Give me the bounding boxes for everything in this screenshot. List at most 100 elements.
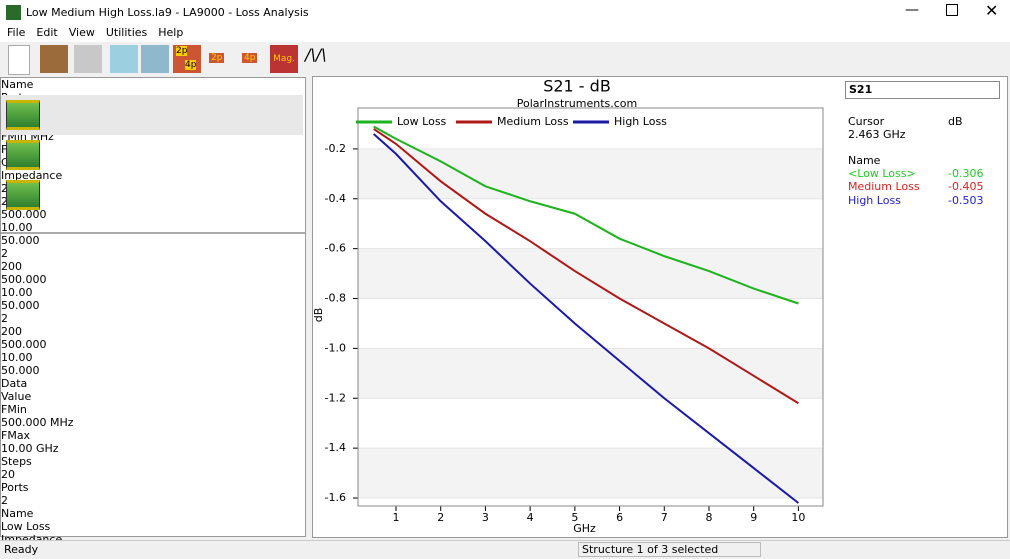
table-cell: 500.000 [1, 208, 47, 221]
table-cell: 50.000 [1, 234, 40, 247]
save-button[interactable] [74, 45, 102, 73]
y-tick-label: -1.2 [325, 391, 346, 404]
menu-item[interactable]: File [7, 26, 26, 39]
cursor-name: Medium Loss [848, 180, 920, 194]
y-tick-label: -0.6 [325, 242, 346, 255]
table-cell: 20 [1, 468, 15, 481]
menu-item[interactable]: Edit [36, 26, 58, 39]
menu-item[interactable]: Utilities [105, 26, 148, 39]
table-cell: Steps [1, 455, 32, 468]
button-label: 4p [242, 53, 258, 63]
settings-button[interactable] [141, 45, 169, 73]
y-axis-label: dB [313, 308, 325, 323]
grid-band [358, 448, 823, 499]
structure-icon [6, 180, 40, 210]
x-axis-label: GHz [573, 522, 596, 535]
status-text: Structure 1 of 3 selected [578, 542, 761, 557]
title-bar: Low Medium High Loss.la9 - LA9000 - Loss… [0, 0, 1010, 26]
table-cell: 200 [1, 325, 22, 338]
button-label: Mag. [273, 54, 295, 64]
2p4p-button[interactable]: 2p 4p [173, 45, 201, 73]
table-cell: FMax [1, 429, 31, 442]
column-header[interactable]: Data [1, 377, 28, 390]
structure-icon [6, 100, 40, 130]
cursor-name: <Low Loss> [848, 167, 916, 180]
4p-button[interactable]: 4p [238, 45, 266, 73]
series-line [373, 125, 799, 305]
y-tick-label: -0.8 [325, 292, 346, 305]
menu-item[interactable]: Help [158, 26, 184, 39]
app-icon [6, 5, 21, 20]
2p-button[interactable]: 2p [206, 45, 234, 73]
chart-subtitle: PolarInstruments.com [517, 97, 638, 110]
table-cell: 200 [1, 195, 305, 208]
column-header[interactable]: Value [1, 390, 32, 403]
new-button[interactable] [8, 45, 30, 75]
table-cell: 500.000 [1, 338, 47, 351]
table-cell: Low Loss [1, 520, 51, 533]
minimize-button[interactable]: — [905, 2, 919, 18]
y-tick-label: -0.4 [325, 192, 346, 205]
chart-title: S21 - dB [543, 77, 611, 96]
table-cell: 2 [1, 182, 8, 195]
table-cell: 200 [1, 260, 22, 273]
x-tick-label: 7 [661, 511, 668, 524]
mag-button[interactable]: Mag. [270, 45, 298, 73]
status-text: Ready [4, 543, 39, 556]
table-cell: 2 [1, 312, 8, 325]
column-header[interactable]: Name [1, 78, 34, 91]
x-tick-label: 9 [750, 511, 757, 524]
cursor-value: -0.405 [948, 180, 984, 194]
grid-band [358, 148, 823, 199]
x-tick-label: 6 [616, 511, 623, 524]
tool-button[interactable] [110, 45, 138, 73]
cursor-value: -0.503 [948, 193, 984, 207]
button-label: 2p [176, 46, 188, 56]
legend-label: High Loss [614, 115, 667, 128]
cursor-value: -0.306 [948, 167, 984, 180]
series-line [372, 133, 800, 504]
cursor-panel: S21 Cursor dB 2.463 GHz Name <Low Loss> -0.306… [845, 81, 1003, 221]
table-cell: 50.000 [1, 299, 40, 312]
chart-panel: S21 - dB PolarInstruments.com -0.2 -0.4 -0.6… [312, 76, 1008, 538]
window-title: Low Medium High Loss.la9 - LA9000 - Loss… [26, 6, 309, 19]
column-header[interactable]: Impedance [1, 169, 63, 182]
series-line [373, 128, 799, 405]
splitter [1, 232, 305, 234]
table-cell: Ports [1, 481, 29, 494]
legend-label: Medium Loss [497, 115, 569, 128]
table-cell: 10.00 [1, 351, 33, 364]
x-tick-label: 1 [393, 511, 400, 524]
grid-band [358, 348, 823, 399]
table-cell: 10.00 GHz [1, 442, 59, 455]
x-tick-label: 10 [791, 511, 805, 524]
y-tick-label: -1.0 [325, 341, 346, 354]
menu-bar: File Edit View Utilities Help [0, 26, 1010, 42]
status-bar: Ready Structure 1 of 3 selected [0, 540, 1010, 557]
table-cell: FMin [1, 403, 27, 416]
table-cell: 500.000 MHz [1, 416, 74, 429]
open-button[interactable] [40, 45, 68, 73]
table-cell: Name [1, 507, 34, 520]
y-tick-label: -0.2 [325, 142, 346, 155]
close-button[interactable]: ✕ [985, 1, 999, 20]
grid-band [358, 248, 823, 299]
button-label: 2p [209, 53, 225, 63]
x-tick-label: 3 [482, 511, 489, 524]
table-cell: 500.000 [1, 273, 47, 286]
cursor-position: 2.463 GHz [848, 128, 906, 141]
x-tick-label: 5 [571, 511, 578, 524]
table-cell: 50.000 [1, 364, 40, 377]
maximize-button[interactable] [946, 4, 958, 16]
toolbar: 2p 4p 2p 4p Mag. /\/\ [0, 43, 1010, 76]
unit-label: dB [948, 115, 963, 128]
y-tick-label: -1.4 [325, 441, 346, 454]
menu-item[interactable]: View [68, 26, 95, 39]
x-tick-label: 4 [527, 511, 534, 524]
y-tick-label: -1.6 [325, 491, 346, 504]
waveform-button[interactable]: /\/\ [305, 45, 327, 64]
series-dropdown[interactable]: S21 [845, 81, 1000, 99]
